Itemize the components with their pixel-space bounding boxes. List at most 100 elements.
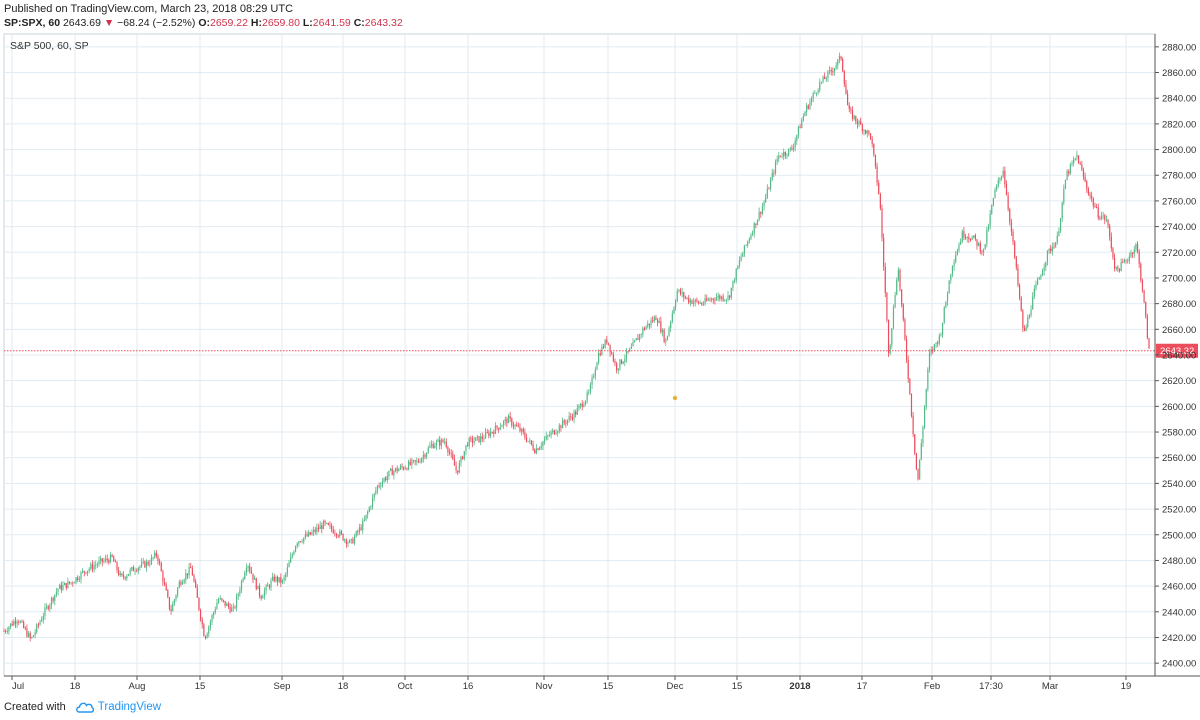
candle-body	[41, 619, 43, 622]
candle-body	[982, 248, 985, 253]
time-tick-label: Feb	[924, 681, 940, 692]
candle-body	[509, 415, 511, 419]
candle-body	[394, 468, 397, 472]
candle-body	[314, 529, 316, 532]
time-tick-label: 18	[70, 681, 81, 692]
candle-body	[511, 418, 513, 426]
candle-body	[711, 298, 713, 301]
candle-body	[498, 427, 500, 430]
candle-body	[843, 71, 845, 85]
candle-body	[986, 229, 988, 245]
open-value: 2659.22	[210, 17, 248, 29]
candle-body	[417, 460, 420, 463]
candle-body	[648, 323, 650, 326]
candle-body	[440, 439, 442, 446]
candle-body	[960, 241, 962, 245]
candle-body	[552, 430, 554, 433]
candle-body	[743, 245, 746, 254]
candle-body	[344, 539, 346, 541]
candle-body	[666, 335, 669, 341]
candle-body	[806, 105, 808, 112]
price-axis[interactable]: 2400.00 2420.00 2440.00 2460.00 2480.00 2500.…	[1155, 42, 1196, 670]
candle-body	[175, 595, 177, 600]
candle-body	[619, 359, 621, 369]
candle-body	[489, 431, 492, 437]
candle-body	[570, 416, 572, 418]
candle-body	[969, 239, 972, 241]
candle-body	[280, 577, 282, 583]
candle-body	[211, 615, 213, 622]
candle-body	[281, 580, 284, 583]
candle-body	[863, 130, 865, 132]
candle-body	[412, 460, 415, 461]
candle-body	[380, 485, 382, 487]
candle-body	[758, 211, 760, 220]
candle-body	[312, 529, 315, 533]
candle-body	[565, 422, 567, 424]
candle-body	[478, 436, 480, 443]
candle-body	[360, 527, 362, 530]
candle-body	[1035, 284, 1037, 289]
price-tick-label: 2620.00	[1162, 376, 1196, 387]
candle-body	[578, 405, 580, 409]
candle-body	[198, 597, 200, 610]
candle-body	[540, 445, 542, 448]
candle-body	[753, 223, 755, 234]
candle-body	[797, 126, 800, 135]
candle-body	[407, 461, 410, 470]
candle-body	[1055, 242, 1057, 248]
last-price-label-bg	[1156, 343, 1198, 358]
candle-body	[1076, 155, 1078, 159]
candle-body	[242, 578, 244, 581]
candle-body	[625, 351, 628, 359]
candle-body	[113, 556, 115, 562]
candle-body	[534, 449, 536, 454]
candle-body	[236, 596, 238, 608]
candle-body	[532, 444, 534, 450]
candle-body	[183, 579, 185, 583]
candle-body	[239, 590, 241, 595]
low-label: L:	[302, 17, 313, 29]
candle-body	[656, 320, 659, 323]
candle-body	[1091, 195, 1093, 199]
candle-body	[701, 303, 703, 305]
candle-body	[984, 244, 986, 249]
candle-body	[1041, 270, 1044, 276]
candle-body	[1130, 252, 1132, 257]
candle-body	[290, 556, 292, 563]
candle-body	[152, 557, 154, 559]
candle-body	[581, 403, 583, 408]
candle-body	[232, 606, 234, 608]
candle-body	[83, 571, 85, 573]
candle-body	[398, 469, 400, 472]
candle-body	[627, 351, 629, 353]
candle-body	[1148, 338, 1150, 349]
candle-body	[357, 531, 359, 533]
candle-body	[1077, 155, 1080, 164]
candle-body	[571, 417, 574, 420]
candle-body	[994, 189, 996, 198]
candle-body	[1045, 261, 1047, 268]
candle-body	[11, 623, 13, 626]
candle-body	[275, 576, 277, 582]
candle-body	[258, 585, 261, 596]
candle-body	[684, 297, 687, 299]
candle-body	[276, 576, 279, 582]
tradingview-brand[interactable]: TradingView	[97, 701, 162, 713]
candle-body	[768, 188, 770, 190]
candle-body	[525, 437, 528, 442]
candle-body	[688, 298, 690, 303]
candle-body	[681, 292, 683, 294]
candle-body	[660, 321, 662, 333]
candle-body	[879, 193, 881, 209]
candle-body	[416, 460, 418, 462]
time-axis[interactable]: Jul 18 Aug 15 Sep 18 Oct 16 Nov 15 Dec 15 2018 17 Feb 1…	[11, 676, 1131, 692]
candle-body	[488, 432, 490, 437]
candle-body	[778, 155, 780, 159]
candle-body	[72, 582, 74, 584]
candle-body	[715, 297, 718, 301]
candle-body	[783, 152, 785, 157]
candle-body	[779, 155, 782, 157]
candle-body	[1020, 297, 1022, 311]
